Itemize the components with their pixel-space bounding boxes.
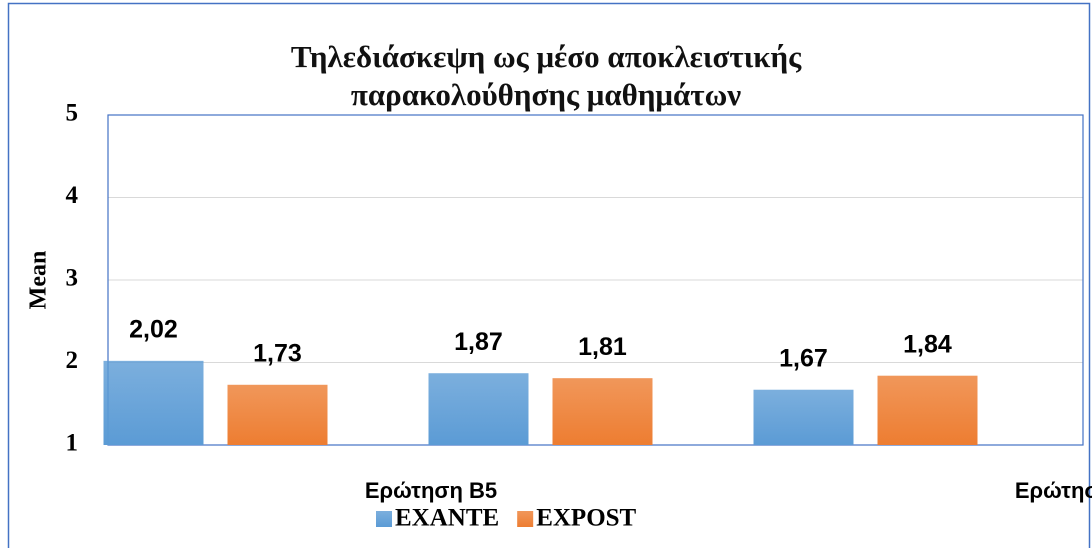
data-label: 1,81 [578,333,627,361]
y-tick-label: 2 [66,347,79,374]
bar [428,373,529,445]
data-label: 2,02 [129,315,178,343]
data-label: 1,73 [253,339,302,367]
legend-swatch [376,511,392,527]
y-tick-label: 4 [66,182,79,209]
y-axis-label: Mean [26,251,52,310]
bar [103,360,204,445]
legend-swatch [517,511,534,527]
legend-label: EXANTE [395,505,499,532]
y-tick-label: 1 [66,430,79,457]
bar [753,389,854,445]
x-tick-label: Ερώτηση Β5 [365,478,497,503]
data-label: 1,84 [903,330,952,358]
bar [552,378,653,445]
y-tick-label: 3 [66,265,79,292]
data-label: 1,87 [454,328,503,356]
chart-title: Τηλεδιάσκεψη ως μέσο αποκλειστικής παρακ… [290,39,802,112]
chart-border [7,2,1091,548]
y-tick-label: 5 [66,100,79,127]
x-tick-label: Ερώτηση Β6 [1015,478,1092,503]
legend-label: EXPOST [536,505,636,532]
bar [227,384,328,445]
data-label: 1,67 [779,344,828,372]
bar [877,375,978,445]
